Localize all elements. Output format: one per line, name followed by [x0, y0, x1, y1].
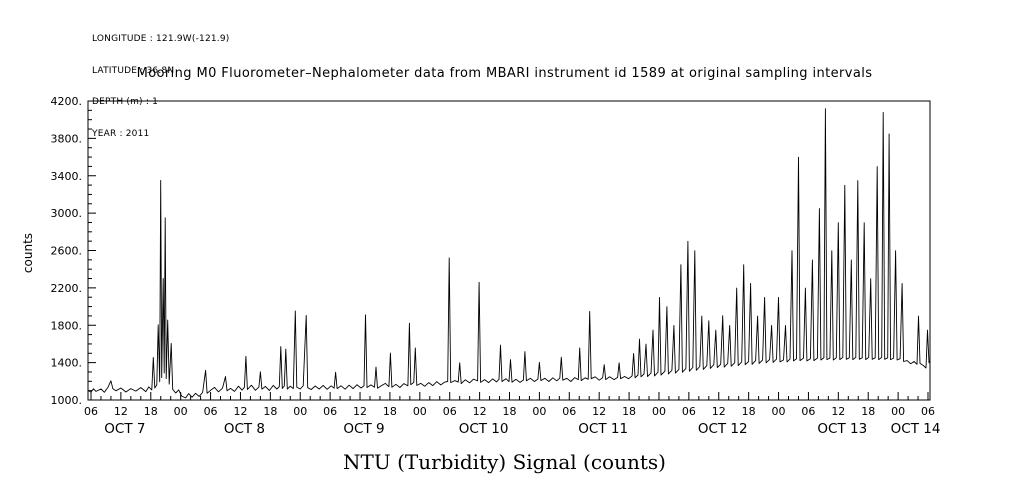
- y-tick-label: 4200.: [51, 95, 83, 108]
- x-tick-label: 18: [861, 405, 875, 418]
- y-tick-label: 1400.: [51, 357, 83, 370]
- x-date-label: OCT 10: [459, 421, 509, 437]
- x-tick-label: 06: [323, 405, 337, 418]
- station-year: YEAR : 2011: [92, 128, 150, 139]
- y-axis-label: counts: [21, 232, 35, 274]
- x-tick-label: 12: [353, 405, 367, 418]
- x-tick-label: 12: [114, 405, 128, 418]
- x-tick-label: 06: [84, 405, 98, 418]
- x-tick-label: 12: [233, 405, 247, 418]
- y-tick-label: 3800.: [51, 132, 83, 145]
- x-tick-label: 06: [682, 405, 696, 418]
- x-date-label: OCT 11: [578, 421, 628, 437]
- station-depth: DEPTH (m) : 1: [92, 97, 159, 107]
- x-date-label: OCT 12: [698, 421, 748, 437]
- x-tick-label: 12: [831, 405, 845, 418]
- x-tick-label: 00: [772, 405, 786, 418]
- x-tick-label: 18: [742, 405, 756, 418]
- y-tick-label: 3400.: [51, 170, 83, 183]
- x-tick-label: 18: [383, 405, 397, 418]
- x-tick-label: 00: [652, 405, 666, 418]
- x-tick-label: 00: [532, 405, 546, 418]
- x-tick-label: 00: [413, 405, 427, 418]
- x-date-label: OCT 13: [817, 421, 867, 437]
- x-tick-label: 12: [473, 405, 487, 418]
- y-tick-label: 1800.: [51, 319, 83, 332]
- y-tick-label: 3000.: [51, 207, 83, 220]
- x-tick-label: 06: [443, 405, 457, 418]
- station-longitude: LONGITUDE : 121.9W(-121.9): [92, 34, 230, 44]
- x-tick-label: 00: [891, 405, 905, 418]
- x-tick-label: 18: [144, 405, 158, 418]
- data-series-line: [88, 108, 930, 399]
- y-tick-label: 2600.: [51, 245, 83, 258]
- y-tick-label: 1000.: [51, 394, 83, 407]
- x-tick-label: 06: [801, 405, 815, 418]
- x-date-label: OCT 7: [104, 421, 145, 437]
- chart-title: Mooring M0 Fluorometer–Nephalometer data…: [136, 66, 873, 81]
- x-tick-label: 00: [293, 405, 307, 418]
- x-tick-label: 06: [204, 405, 218, 418]
- x-tick-label: 12: [712, 405, 726, 418]
- x-tick-label: 06: [921, 405, 935, 418]
- y-tick-label: 2200.: [51, 282, 83, 295]
- x-axis-title: NTU (Turbidity) Signal (counts): [343, 450, 666, 474]
- x-date-label: OCT 14: [891, 421, 941, 437]
- x-tick-label: 06: [562, 405, 576, 418]
- station-info: LONGITUDE : 121.9W(-121.9) LATITUDE : 36…: [92, 13, 230, 160]
- x-date-label: OCT 9: [343, 421, 384, 437]
- x-tick-label: 00: [174, 405, 188, 418]
- turbidity-chart: 1000. 1400. 1800. 2200. 2600. 3000. 3400. 3800.…: [51, 95, 941, 437]
- station-latitude: LATITUDE : 36.8N: [92, 65, 175, 76]
- x-tick-label: 18: [622, 405, 636, 418]
- x-tick-label: 18: [263, 405, 277, 418]
- x-tick-label: 12: [592, 405, 606, 418]
- x-date-label: OCT 8: [224, 421, 265, 437]
- x-tick-label: 18: [502, 405, 516, 418]
